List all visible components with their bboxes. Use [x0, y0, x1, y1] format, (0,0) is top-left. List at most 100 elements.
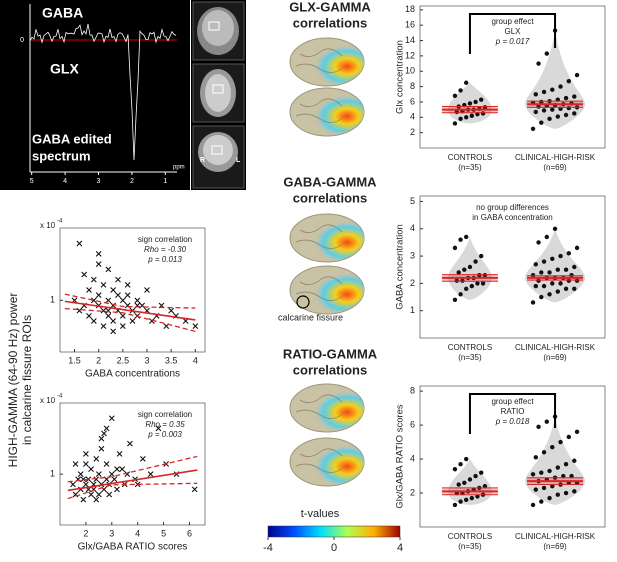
point — [458, 461, 463, 467]
y-multiplier-exp: -4 — [57, 219, 63, 225]
shared-y-label: in calcarine fissure ROIs — [20, 315, 34, 445]
point — [541, 450, 547, 455]
point — [90, 318, 97, 324]
point — [530, 126, 536, 132]
category-note: (n=69) — [543, 542, 567, 551]
point — [473, 473, 478, 479]
point — [144, 287, 150, 293]
point — [572, 458, 577, 463]
point — [480, 281, 486, 286]
fit-line — [67, 469, 198, 492]
point — [110, 302, 117, 309]
annotation: Rho = -0.30 — [144, 245, 187, 254]
point — [83, 481, 89, 488]
point — [572, 111, 577, 116]
peak-label: GLX — [50, 61, 79, 77]
point — [88, 466, 94, 472]
point — [77, 471, 84, 478]
point — [124, 292, 131, 299]
callout: calcarine fissure — [278, 312, 343, 322]
plot-area — [59, 227, 206, 353]
colorbar — [267, 525, 401, 538]
point — [469, 113, 475, 118]
orientation: R — [200, 157, 205, 164]
annotation: sign correlation — [138, 235, 192, 244]
point — [464, 115, 469, 120]
point — [555, 114, 560, 119]
point — [452, 297, 458, 302]
brain-title: RATIO-GAMMA — [283, 346, 378, 361]
activation — [296, 216, 364, 260]
brain-title: GABA-GAMMA — [283, 174, 377, 189]
point — [72, 461, 79, 467]
x-tick-label: 3 — [97, 178, 101, 185]
point — [539, 270, 544, 275]
point — [467, 264, 473, 270]
point — [93, 476, 100, 483]
point — [147, 471, 154, 478]
x-tick-label: 2 — [96, 355, 101, 365]
y-tick-label: 8 — [410, 81, 415, 91]
point — [454, 278, 460, 283]
ci-lower — [64, 307, 196, 332]
point — [555, 465, 560, 470]
shared-y-label: HIGH-GAMMA (64-90 Hz) power — [6, 293, 20, 468]
activation — [296, 90, 364, 134]
point — [452, 245, 458, 251]
point — [129, 318, 136, 324]
point — [563, 461, 569, 467]
point — [93, 456, 100, 462]
y-tick-label: 1 — [50, 469, 55, 479]
point — [86, 287, 92, 293]
y-tick-label: 2 — [410, 127, 415, 137]
point — [124, 471, 131, 478]
annotation: no group differences — [476, 203, 549, 212]
point — [95, 292, 102, 299]
y-tick-label: 18 — [405, 4, 415, 14]
point — [119, 323, 126, 330]
point — [572, 489, 577, 494]
point — [469, 283, 475, 289]
x-tick-label: 5 — [30, 178, 34, 185]
point — [101, 430, 107, 437]
y-tick-label: 1 — [50, 295, 55, 305]
point — [90, 276, 97, 283]
point — [110, 287, 117, 293]
category-note: (n=69) — [543, 163, 567, 172]
point — [168, 307, 175, 314]
category-label: CLINICAL-HIGH-RISK — [515, 343, 596, 352]
point — [456, 270, 461, 275]
y-tick-label: 3 — [410, 250, 415, 260]
y-tick-label: 4 — [410, 453, 415, 463]
plot-area — [419, 195, 606, 339]
point — [464, 497, 469, 503]
sulci — [295, 48, 345, 73]
peak-label: GABA — [42, 5, 83, 21]
x-tick-label: 4 — [135, 528, 140, 538]
colorbar-tick-label: -4 — [263, 542, 273, 554]
callout-ring — [296, 295, 310, 309]
point — [561, 473, 566, 479]
point — [482, 272, 488, 278]
violin — [525, 228, 586, 303]
y-tick-label: 10 — [405, 66, 415, 76]
point — [98, 445, 105, 452]
point — [115, 292, 121, 299]
y-tick-label: 2 — [410, 278, 415, 288]
y-tick-label: 16 — [405, 20, 415, 30]
point — [458, 499, 463, 504]
point — [114, 486, 120, 493]
point — [192, 323, 199, 330]
point — [467, 101, 473, 106]
x-tick-label: 2 — [83, 528, 88, 538]
x-tick-label: 6 — [187, 528, 192, 538]
spectrum-curve — [29, 23, 177, 161]
point — [572, 264, 577, 270]
point — [115, 276, 121, 283]
point — [475, 494, 480, 499]
category-label: CONTROLS — [448, 153, 492, 162]
point — [574, 429, 580, 435]
point — [536, 278, 541, 283]
point — [550, 281, 555, 286]
point — [566, 434, 571, 440]
